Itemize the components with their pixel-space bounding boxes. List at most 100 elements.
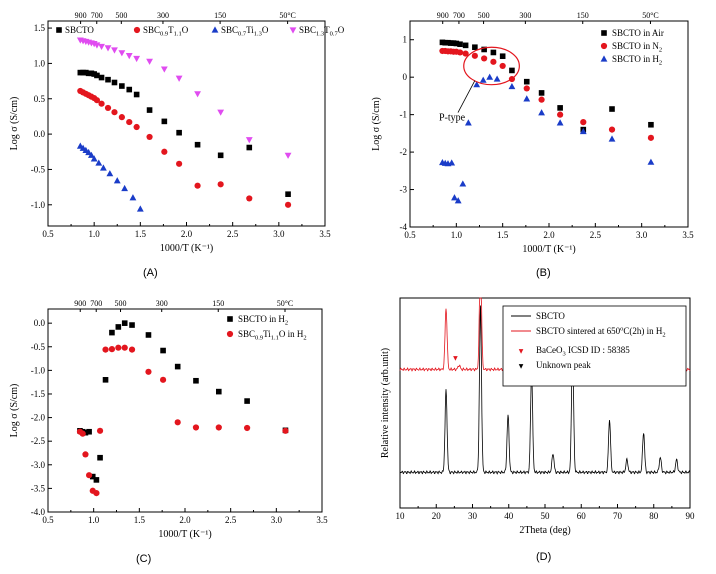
plot-frame xyxy=(47,20,326,227)
y-tick-label: -0.5 xyxy=(31,164,46,174)
series-0 xyxy=(77,320,289,483)
annotation-arrow xyxy=(457,80,476,113)
panel-label-c: (C) xyxy=(136,553,151,565)
data-point xyxy=(97,454,103,461)
x-tick-label: 2.0 xyxy=(181,229,193,239)
data-point xyxy=(472,44,478,51)
x-tick-label: 1.0 xyxy=(451,230,463,240)
y-tick-label: -0.5 xyxy=(31,342,46,352)
top-axis-label: 900 xyxy=(75,11,87,20)
data-point xyxy=(133,123,140,131)
legend-swatch: ▼ xyxy=(519,348,524,355)
data-point xyxy=(104,104,112,112)
x-tick-label: 0.5 xyxy=(42,515,54,525)
legend: SBCTO in H2 SBC0.9Ti1.1O in H2 xyxy=(226,314,307,342)
x-tick-label: 20 xyxy=(432,511,442,521)
x-axis-label: 1000/T (K⁻¹) xyxy=(160,243,213,254)
x-axis-label: 1000/T (K⁻¹) xyxy=(158,529,211,540)
top-axis-label: 500 xyxy=(115,11,127,20)
data-point xyxy=(464,119,472,126)
y-tick-label: -1.5 xyxy=(31,389,46,399)
data-point xyxy=(161,148,168,155)
y-tick-label: 1 xyxy=(403,35,408,45)
data-point xyxy=(86,472,93,479)
data-point xyxy=(481,55,488,62)
x-tick-label: 2.5 xyxy=(590,230,602,240)
legend-label: SBCTO sintered at 650oC(2h) in H2 xyxy=(536,326,666,339)
x-tick-label: 90 xyxy=(686,511,696,521)
x-tick-label: 60 xyxy=(577,511,587,521)
data-point xyxy=(556,119,564,126)
data-point xyxy=(121,184,129,192)
data-point xyxy=(176,160,183,167)
data-point xyxy=(126,118,133,126)
top-axis-label: 300 xyxy=(519,11,531,20)
data-point xyxy=(580,119,587,126)
y-tick-label: -3.5 xyxy=(31,483,46,493)
top-axis-label: 150 xyxy=(577,11,589,20)
x-tick-label: 1.0 xyxy=(89,229,101,239)
x-tick-label: 40 xyxy=(504,511,514,521)
series-1 xyxy=(439,47,655,141)
y-tick-label: -3 xyxy=(400,185,408,195)
top-axis-label: 50°C xyxy=(279,11,296,20)
data-point xyxy=(118,50,126,57)
data-point xyxy=(538,109,545,116)
series-0 xyxy=(439,39,654,133)
data-point xyxy=(89,473,96,480)
data-point xyxy=(115,344,122,351)
legend-box xyxy=(502,305,687,387)
x-tick-label: 3.5 xyxy=(319,229,331,239)
data-point xyxy=(119,83,125,89)
data-point xyxy=(490,49,497,56)
series-2 xyxy=(439,73,655,204)
data-point xyxy=(93,97,101,104)
chart-panel-c: 0.5 1.0 1.5 2.0 2.5 3.0 3.5 -4.0 -3.5 -3.0 -2.5 -2.… xyxy=(9,299,328,565)
top-axis-label: 150 xyxy=(212,299,224,308)
data-point xyxy=(121,344,128,351)
data-point xyxy=(95,159,103,166)
data-point xyxy=(215,424,222,431)
top-axis-label: 300 xyxy=(157,11,169,20)
top-axis-label: 700 xyxy=(91,11,103,20)
x-tick-label: 2.5 xyxy=(225,515,237,525)
data-point xyxy=(471,52,478,59)
panel-label-d: (D) xyxy=(536,551,551,563)
data-point xyxy=(459,180,467,187)
y-tick-label: -3.0 xyxy=(31,460,46,470)
data-point xyxy=(217,181,224,188)
data-point xyxy=(96,427,104,434)
y-tick-label: -2.5 xyxy=(31,436,46,446)
data-point xyxy=(192,424,200,431)
top-axis-label: 700 xyxy=(453,11,465,20)
data-point xyxy=(490,58,497,65)
legend-swatch xyxy=(133,26,141,34)
series-1 xyxy=(77,87,292,208)
y-tick-label: -2 xyxy=(400,147,408,157)
series-0 xyxy=(77,69,291,197)
data-point xyxy=(285,191,291,197)
data-point xyxy=(133,91,140,98)
data-point xyxy=(523,78,530,85)
chart-panel-b: 0.5 1.0 1.5 2.0 2.5 3.0 3.5 -4 -3 -2 -1 0 1 900 700 500… xyxy=(371,11,694,279)
data-point xyxy=(217,152,224,159)
data-point xyxy=(86,428,92,435)
series-3 xyxy=(76,37,292,159)
legend-label: SBCTO in H2 xyxy=(238,314,288,327)
top-axis-label: 900 xyxy=(437,11,449,20)
legend-swatch xyxy=(289,27,297,34)
x-tick-label: 80 xyxy=(649,511,659,521)
data-point xyxy=(608,126,616,133)
data-point xyxy=(176,129,182,136)
legend-swatch xyxy=(226,330,234,338)
legend-label: SBC0.9T1.1O xyxy=(143,25,189,38)
data-point xyxy=(523,95,531,102)
x-tick-label: 0.5 xyxy=(404,230,416,240)
x-tick-label: 50 xyxy=(541,511,551,521)
data-point xyxy=(245,137,253,144)
data-point xyxy=(160,66,168,73)
x-tick-label: 3.0 xyxy=(273,229,285,239)
data-point xyxy=(145,332,152,338)
